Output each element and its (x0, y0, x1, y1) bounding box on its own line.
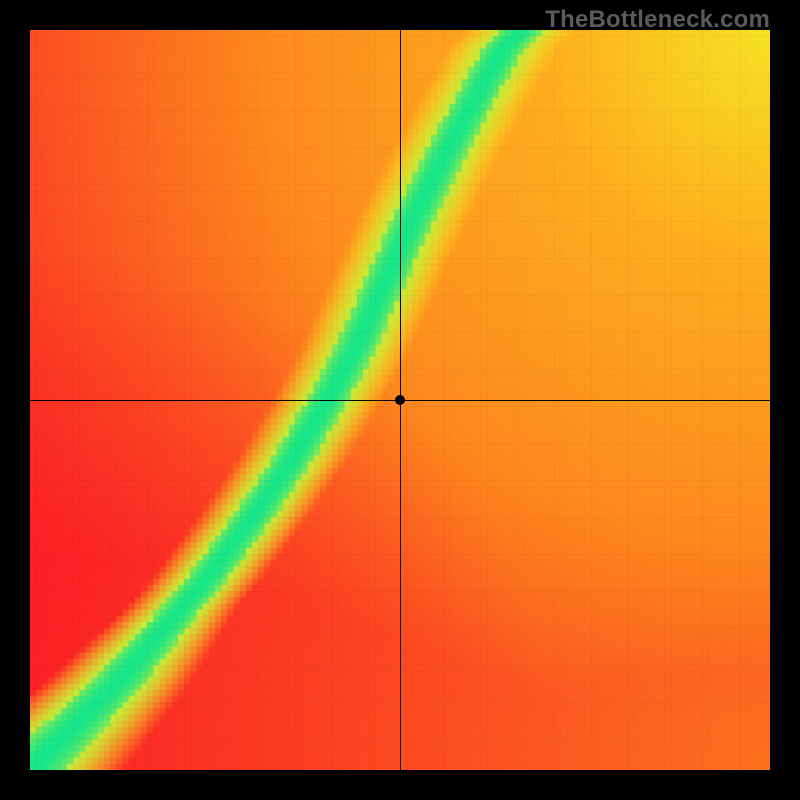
chart-container: { "watermark": { "text": "TheBottleneck.… (0, 0, 800, 800)
marker-dot (395, 395, 405, 405)
heatmap-panel (30, 30, 770, 770)
